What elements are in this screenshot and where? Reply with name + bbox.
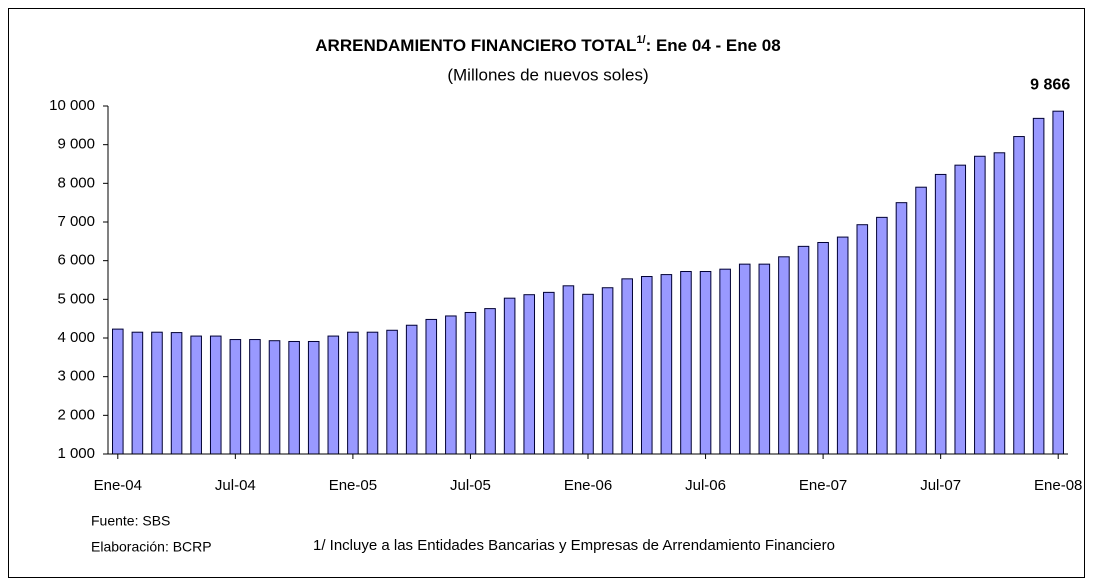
bar [778, 256, 790, 455]
bar [327, 335, 340, 455]
bar [347, 331, 359, 455]
x-tick-label: Ene-05 [329, 477, 377, 494]
bar [170, 332, 183, 455]
prepared-by-note: Elaboración: BCRP [91, 539, 212, 555]
footnote: 1/ Incluye a las Entidades Bancarias y E… [313, 537, 835, 554]
title-main: ARRENDAMIENTO FINANCIERO TOTAL [315, 36, 636, 55]
bar [151, 331, 163, 455]
bar [954, 164, 967, 455]
bar [1032, 117, 1045, 455]
bar [366, 331, 379, 455]
bar [288, 340, 300, 455]
title-superscript: 1/ [636, 34, 645, 46]
bar [699, 270, 712, 455]
bar [758, 263, 771, 455]
x-tick-label: Ene-08 [1034, 477, 1082, 494]
bar [112, 328, 124, 455]
bar [543, 291, 555, 455]
y-tick-label: 2 000 [57, 406, 95, 423]
bar [229, 339, 242, 455]
x-tick-label: Jul-07 [920, 477, 961, 494]
bar [856, 224, 869, 455]
bar [425, 318, 438, 455]
bar [484, 308, 496, 455]
x-tick-label: Jul-04 [215, 477, 256, 494]
bar [268, 340, 281, 455]
bar [993, 152, 1006, 455]
chart-subtitle: (Millones de nuevos soles) [447, 65, 648, 84]
bar [1013, 136, 1025, 455]
bar [209, 335, 222, 455]
bar [503, 297, 516, 455]
y-tick-label: 8 000 [57, 174, 95, 191]
bar [738, 263, 751, 455]
bar [562, 285, 575, 455]
y-tick-label: 7 000 [57, 213, 95, 230]
bar [131, 331, 144, 455]
bar [836, 236, 849, 455]
bar [307, 340, 320, 455]
bar [582, 293, 594, 455]
y-tick-label: 10 000 [49, 97, 95, 114]
bar [1052, 110, 1064, 455]
bar [934, 173, 947, 455]
title-suffix: : Ene 04 - Ene 08 [646, 36, 781, 55]
x-tick-label: Jul-05 [450, 477, 491, 494]
bar [876, 216, 888, 455]
x-tick-label: Ene-06 [564, 477, 612, 494]
bar [660, 274, 673, 455]
y-tick-label: 6 000 [57, 252, 95, 269]
x-tick-label: Jul-06 [685, 477, 726, 494]
bar [249, 339, 261, 455]
bar [797, 245, 810, 455]
bar [386, 329, 398, 455]
chart-title: ARRENDAMIENTO FINANCIERO TOTAL1/: Ene 04… [315, 34, 780, 56]
bar [974, 155, 986, 455]
bar [601, 287, 614, 455]
bar [445, 315, 457, 455]
bar [405, 324, 418, 455]
bar [680, 270, 692, 455]
y-tick-label: 1 000 [57, 445, 95, 462]
bar [895, 202, 908, 455]
y-tick-label: 5 000 [57, 290, 95, 307]
bar [640, 276, 653, 455]
x-tick-label: Ene-04 [94, 477, 142, 494]
bar [915, 186, 927, 455]
source-note: Fuente: SBS [91, 513, 170, 529]
bar [621, 278, 633, 455]
y-tick-label: 4 000 [57, 329, 95, 346]
bar [523, 294, 536, 455]
y-tick-label: 3 000 [57, 368, 95, 385]
bar [719, 268, 731, 455]
x-tick-label: Ene-07 [799, 477, 847, 494]
bar [817, 241, 829, 455]
bar [464, 311, 477, 455]
bar [190, 335, 202, 455]
y-tick-label: 9 000 [57, 136, 95, 153]
value-label: 9 866 [1030, 76, 1070, 93]
